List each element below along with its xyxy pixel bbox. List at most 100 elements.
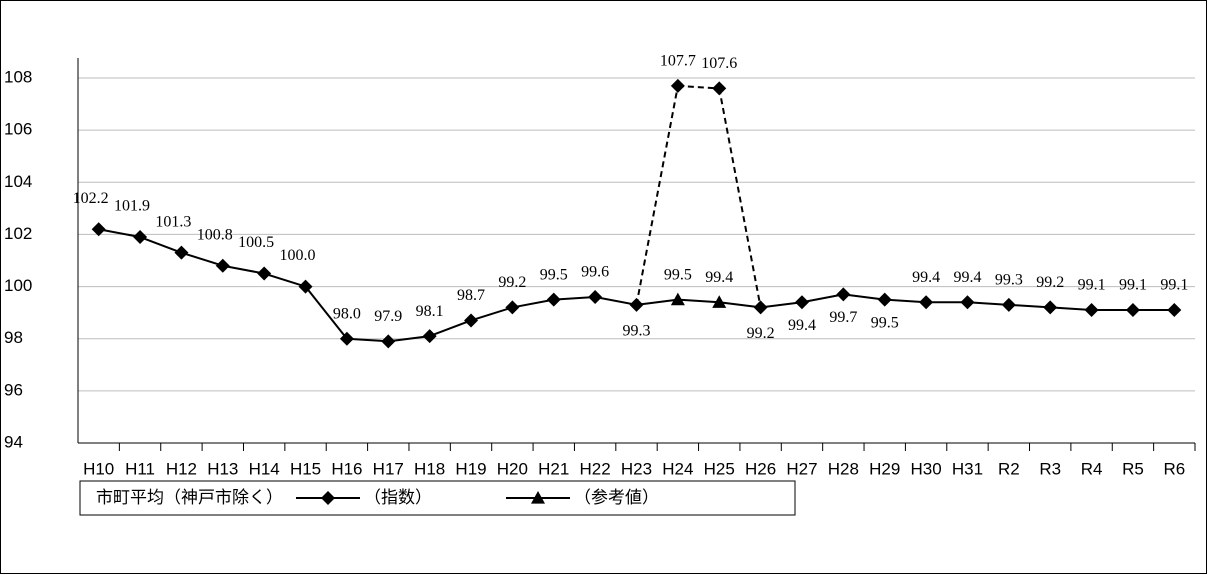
diamond-marker bbox=[546, 292, 561, 307]
series-line-segment bbox=[346, 337, 389, 343]
y-tick-label: 106 bbox=[4, 120, 32, 139]
x-tick-label: H18 bbox=[414, 459, 445, 478]
x-tick-label: H24 bbox=[662, 459, 693, 478]
reference-line-segment bbox=[719, 301, 761, 309]
series-line-segment bbox=[222, 264, 265, 275]
series-line-segment bbox=[677, 84, 720, 90]
y-tick-label: 104 bbox=[4, 172, 32, 191]
diamond-marker bbox=[298, 279, 313, 294]
legend-box bbox=[79, 480, 796, 516]
x-tick-label: R5 bbox=[1122, 459, 1144, 478]
diamond-marker bbox=[629, 297, 644, 312]
data-label: 99.2 bbox=[747, 325, 775, 342]
data-label: 99.4 bbox=[705, 269, 733, 286]
data-label: 102.2 bbox=[73, 190, 109, 207]
data-label: 99.4 bbox=[912, 269, 940, 286]
diamond-marker bbox=[588, 290, 603, 304]
data-label: 101.3 bbox=[155, 213, 191, 230]
y-tick-label: 96 bbox=[4, 380, 23, 399]
series-line-segment bbox=[1008, 303, 1051, 309]
series-line-segment bbox=[139, 236, 182, 254]
data-label: 97.9 bbox=[374, 308, 402, 325]
data-label: 99.5 bbox=[664, 266, 692, 283]
data-label: 100.8 bbox=[197, 226, 233, 243]
legend-title: 市町平均（神戸市除く） bbox=[96, 488, 283, 508]
x-tick-label: R6 bbox=[1163, 459, 1185, 478]
data-label: 107.7 bbox=[660, 52, 696, 69]
data-label: 101.9 bbox=[114, 198, 150, 215]
diamond-marker bbox=[670, 78, 685, 93]
reference-line-segment bbox=[677, 298, 720, 304]
reference-line-segment bbox=[636, 298, 678, 306]
y-tick-label: 108 bbox=[4, 67, 32, 86]
series-line-segment bbox=[635, 85, 679, 306]
series-line-segment bbox=[98, 228, 141, 239]
diamond-marker bbox=[1167, 303, 1182, 318]
x-tick-label: H16 bbox=[331, 459, 362, 478]
triangle-marker bbox=[670, 292, 685, 306]
diamond-marker bbox=[1084, 303, 1099, 318]
data-label: 98.7 bbox=[457, 287, 485, 304]
series-line-segment bbox=[304, 285, 348, 340]
legend-label: （指数） bbox=[364, 488, 432, 508]
data-label: 99.3 bbox=[623, 322, 651, 339]
data-label: 99.6 bbox=[581, 264, 609, 281]
series-line-segment bbox=[181, 251, 224, 267]
data-label: 99.4 bbox=[788, 317, 816, 334]
diamond-marker bbox=[712, 81, 727, 96]
data-label: 98.0 bbox=[333, 305, 361, 322]
series-line-segment bbox=[553, 296, 596, 301]
y-tick-label: 94 bbox=[4, 432, 23, 451]
data-label: 98.1 bbox=[416, 303, 444, 320]
data-label: 99.1 bbox=[1078, 277, 1106, 294]
x-tick-label: R2 bbox=[998, 459, 1020, 478]
series-line-segment bbox=[1050, 306, 1092, 312]
x-tick-label: R3 bbox=[1039, 459, 1061, 478]
x-tick-label: H27 bbox=[786, 459, 817, 478]
series-line-segment bbox=[967, 301, 1009, 306]
legend-label: （参考値） bbox=[574, 488, 659, 508]
diamond-marker bbox=[919, 295, 934, 310]
triangle-marker bbox=[531, 491, 545, 504]
x-tick-label: H10 bbox=[83, 459, 114, 478]
x-tick-label: H15 bbox=[290, 459, 321, 478]
triangle-marker bbox=[712, 295, 727, 308]
diamond-marker bbox=[1043, 300, 1058, 315]
diamond-marker bbox=[753, 300, 768, 315]
x-tick-label: R4 bbox=[1081, 459, 1103, 478]
x-tick-label: H25 bbox=[704, 459, 735, 478]
diamond-marker bbox=[321, 491, 335, 505]
diamond-marker bbox=[836, 287, 851, 302]
y-tick-label: 98 bbox=[4, 328, 23, 347]
x-tick-label: H23 bbox=[621, 459, 652, 478]
data-label: 99.2 bbox=[1036, 274, 1064, 291]
diamond-marker bbox=[422, 329, 437, 344]
x-tick-label: H17 bbox=[373, 459, 404, 478]
series-line-segment bbox=[470, 306, 513, 322]
diamond-marker bbox=[381, 334, 396, 349]
diamond-marker bbox=[1125, 303, 1140, 318]
series-line-segment bbox=[884, 298, 927, 304]
data-label: 100.5 bbox=[238, 234, 274, 251]
series-line-segment bbox=[843, 293, 885, 301]
diamond-marker bbox=[464, 313, 479, 328]
series-line-segment bbox=[760, 301, 803, 309]
diamond-marker bbox=[133, 230, 148, 245]
data-label: 99.2 bbox=[498, 274, 526, 291]
x-tick-label: H26 bbox=[745, 459, 776, 478]
x-tick-label: H22 bbox=[580, 459, 611, 478]
diamond-marker bbox=[505, 300, 520, 315]
diamond-marker bbox=[877, 292, 892, 307]
series-line-segment bbox=[429, 319, 472, 338]
diamond-marker bbox=[1001, 297, 1016, 312]
diamond-marker bbox=[257, 266, 272, 281]
x-tick-label: H21 bbox=[538, 459, 569, 478]
series-line-segment bbox=[263, 272, 306, 288]
diamond-marker bbox=[339, 331, 354, 346]
x-tick-label: H20 bbox=[497, 459, 528, 478]
series-line-segment bbox=[718, 88, 762, 308]
diamond-marker bbox=[174, 245, 189, 260]
data-label: 99.5 bbox=[871, 314, 899, 331]
y-tick-label: 102 bbox=[4, 224, 32, 243]
